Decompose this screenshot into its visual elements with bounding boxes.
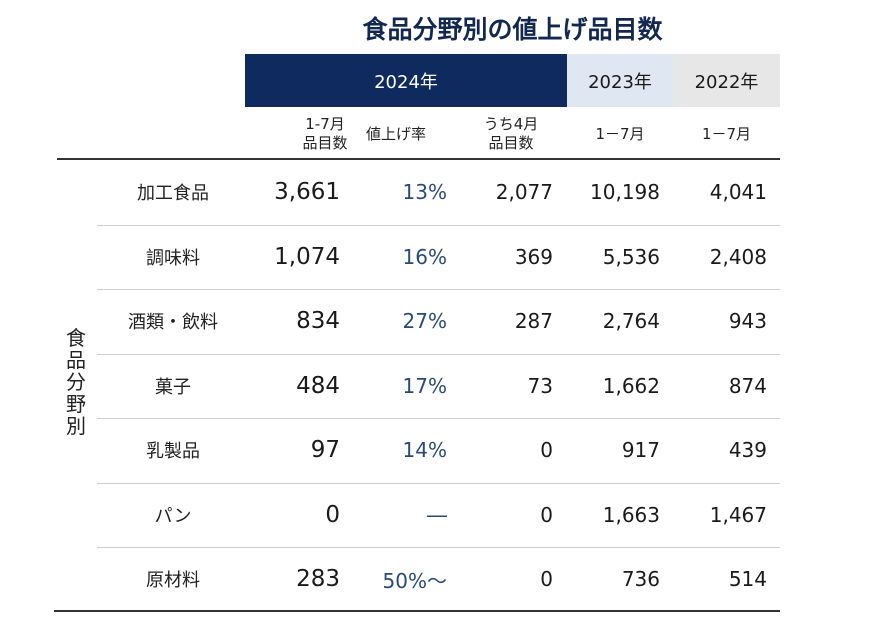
table-row: 菓子 484 17% 73 1,662 874: [0, 354, 870, 418]
side-label-char: 野: [66, 392, 86, 416]
table-row: パン 0 ― 0 1,663 1,467: [0, 483, 870, 547]
row-category: 調味料: [146, 247, 200, 269]
table-row: 酒類・飲料 834 27% 287 2,764 943: [0, 289, 870, 353]
cell-rate-2024: 13%: [402, 180, 447, 204]
cell-rate-2024: 17%: [402, 373, 447, 398]
row-category: 菓子: [155, 376, 191, 398]
chart-title: 食品分野別の値上げ品目数: [362, 15, 663, 44]
cell-2022: 2,408: [709, 244, 767, 269]
subheader-line: うち4月: [483, 115, 539, 133]
row-category: 酒類・飲料: [128, 312, 218, 333]
cell-april-items-2024: 287: [514, 309, 553, 333]
cell-items-2024: 283: [296, 566, 340, 592]
row-divider: [97, 289, 780, 290]
header-2022: 2022年: [673, 54, 780, 107]
cell-items-2024: 1,074: [274, 243, 340, 270]
row-category: パン: [154, 505, 192, 527]
subheader-line: 品目数: [302, 134, 348, 152]
side-label-char: 分: [66, 370, 86, 394]
cell-april-items-2024: 0: [540, 438, 553, 462]
cell-rate-2024: 27%: [402, 309, 447, 333]
header-2024: 2024年: [245, 54, 567, 107]
cell-2023: 5,536: [602, 244, 660, 269]
table-bottom-rule: [54, 610, 780, 612]
row-divider: [97, 418, 780, 419]
row-category: 原材料: [146, 570, 200, 591]
cell-2023: 917: [621, 438, 660, 462]
subheader-2022-jan-jul: 1－7月: [673, 112, 780, 156]
row-divider: [97, 354, 780, 355]
cell-items-2024: 0: [325, 501, 340, 528]
row-category: 加工食品: [137, 183, 209, 204]
subheader-line: 値上げ率: [365, 124, 426, 143]
subheader-2023-jan-jul: 1－7月: [567, 112, 673, 156]
cell-2023: 1,663: [602, 502, 660, 527]
table-row: 調味料 1,074 16% 369 5,536 2,408: [0, 225, 870, 289]
side-label-char: 品: [66, 348, 86, 372]
cell-april-items-2024: 2,077: [495, 180, 553, 204]
cell-2022: 4,041: [709, 180, 767, 204]
cell-rate-2024: 14%: [402, 438, 447, 462]
cell-2022: 1,467: [709, 502, 767, 527]
cell-2023: 736: [621, 567, 660, 591]
side-label: 食品分野別: [62, 327, 90, 437]
cell-april-items-2024: 0: [540, 502, 553, 527]
subheader-line: 品目数: [488, 134, 534, 152]
cell-2022: 514: [728, 567, 767, 591]
subheader-line: 1-7月: [305, 115, 345, 133]
cell-2022: 943: [728, 309, 767, 333]
cell-rate-2024: 16%: [402, 244, 447, 269]
cell-2022: 874: [728, 373, 767, 398]
table-row: 原材料 283 50%～ 0 736 514: [0, 547, 870, 611]
cell-items-2024: 484: [296, 372, 340, 399]
cell-rate-2024: ―: [427, 502, 447, 527]
cell-rate-2024: 50%～: [382, 568, 447, 593]
row-divider: [97, 483, 780, 484]
cell-2023: 10,198: [590, 180, 660, 204]
header-2023: 2023年: [567, 54, 673, 107]
table-row: 乳製品 97 14% 0 917 439: [0, 418, 870, 482]
table-row: 加工食品 3,661 13% 2,077 10,198 4,041: [0, 160, 870, 224]
subheader-items-jan-jul-2024: 1-7月 品目数: [245, 112, 405, 156]
cell-items-2024: 834: [296, 308, 340, 334]
subheader-april-items: うち4月 品目数: [458, 112, 564, 156]
side-label-char: 食: [66, 326, 86, 350]
row-category: 乳製品: [146, 441, 200, 462]
cell-april-items-2024: 369: [514, 244, 553, 269]
side-label-char: 別: [66, 414, 86, 438]
subheader-rate: 値上げ率: [345, 112, 447, 156]
cell-items-2024: 97: [310, 437, 340, 463]
cell-2022: 439: [728, 438, 767, 462]
cell-2023: 1,662: [602, 373, 660, 398]
cell-items-2024: 3,661: [274, 179, 340, 205]
cell-2023: 2,764: [602, 309, 660, 333]
row-divider: [97, 225, 780, 226]
cell-april-items-2024: 0: [540, 567, 553, 591]
subheader-line: 1－7月: [701, 124, 752, 143]
row-divider: [97, 547, 780, 548]
cell-april-items-2024: 73: [527, 373, 553, 398]
table-top-rule: [57, 158, 780, 160]
subheader-line: 1－7月: [595, 124, 645, 143]
